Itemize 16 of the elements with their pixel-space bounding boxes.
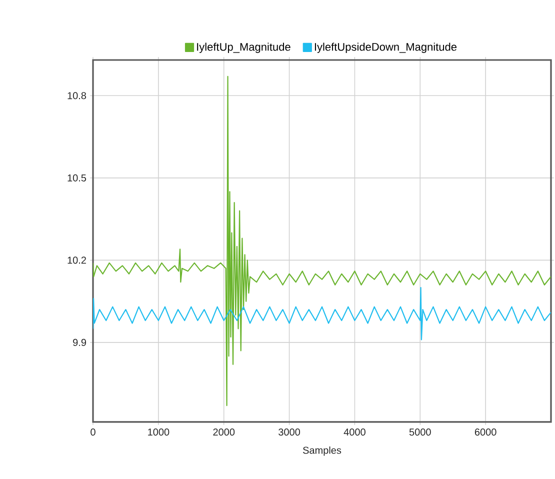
line-series [93,287,551,340]
legend-label: IyleftUp_Magnitude [197,42,290,53]
x-tick-label: 3000 [278,428,300,436]
x-tick-label: 2000 [213,428,235,436]
y-tick-label: 9.9 [73,338,86,346]
x-axis-title: Samples [303,446,342,456]
y-tick-label: 10.8 [68,92,86,100]
x-tick-label: 0 [90,428,96,436]
x-tick-label: 5000 [409,428,431,436]
legend-label: IyleftUpsideDown_Magnitude [314,42,457,53]
x-tick-label: 1000 [148,428,170,436]
line-series [93,76,551,406]
y-tick-label: 10.2 [68,256,86,264]
x-tick-label: 6000 [474,428,496,436]
x-tick-label: 4000 [344,428,366,436]
y-tick-label: 10.5 [68,174,86,182]
